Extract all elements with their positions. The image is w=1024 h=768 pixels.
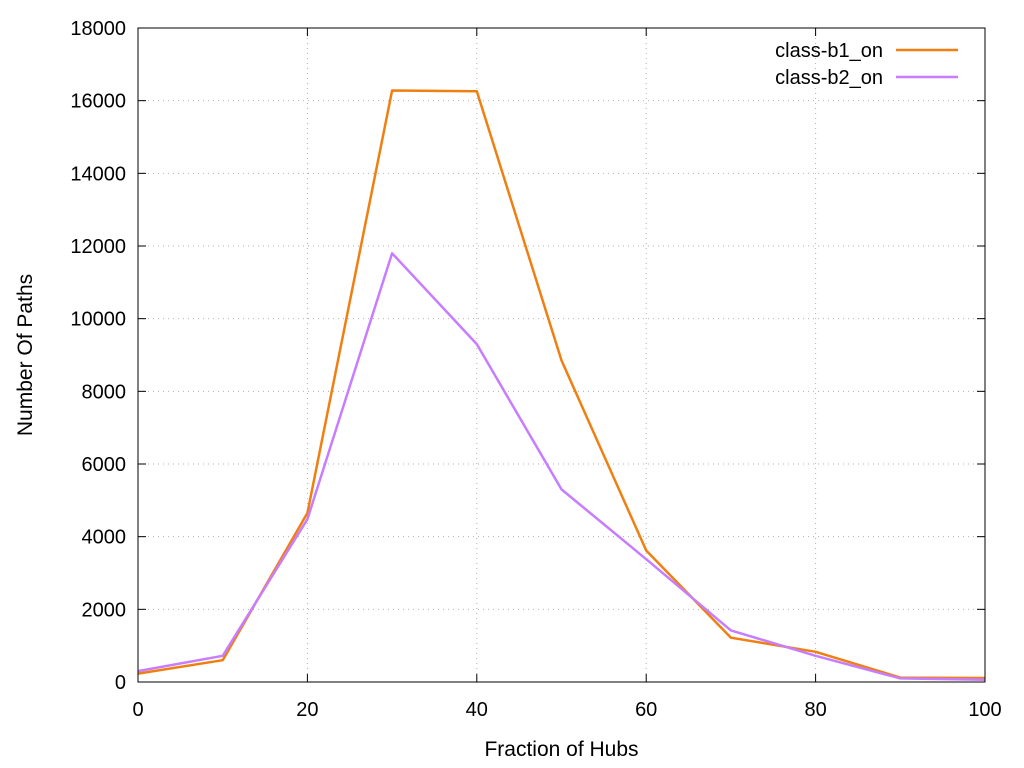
grid [138, 28, 985, 682]
series-lines [137, 89, 986, 682]
y-tick-label: 2000 [82, 599, 127, 621]
series-line-class-b1_on [137, 89, 986, 680]
plot-frame [137, 27, 986, 683]
series-line-class-b2_on [137, 252, 986, 682]
x-tick-label: 60 [635, 699, 657, 721]
x-tick-label: 0 [132, 699, 143, 721]
legend: class-b1_on class-b2_on [775, 40, 958, 89]
y-tick-label: 16000 [70, 91, 126, 113]
y-axis-label: Number Of Paths [14, 274, 37, 436]
y-tick-label: 12000 [70, 236, 126, 258]
y-tick-label: 10000 [70, 309, 126, 331]
x-axis-label: Fraction of Hubs [484, 738, 638, 761]
axis-ticks: 0 2000 4000 6000 8000 10000 12000 14000 16000 180… [70, 18, 1001, 721]
y-tick-label: 0 [115, 672, 126, 694]
x-tick-label: 100 [968, 699, 1001, 721]
x-tick-label: 80 [804, 699, 826, 721]
y-tick-label: 18000 [70, 18, 126, 40]
y-tick-label: 6000 [82, 454, 127, 476]
x-tick-label: 40 [466, 699, 488, 721]
y-tick-label: 4000 [82, 527, 127, 549]
legend-label: class-b1_on [775, 40, 883, 62]
x-tick-label: 20 [296, 699, 318, 721]
y-tick-label: 8000 [82, 381, 127, 403]
legend-label: class-b2_on [775, 67, 883, 89]
y-tick-label: 14000 [70, 163, 126, 185]
